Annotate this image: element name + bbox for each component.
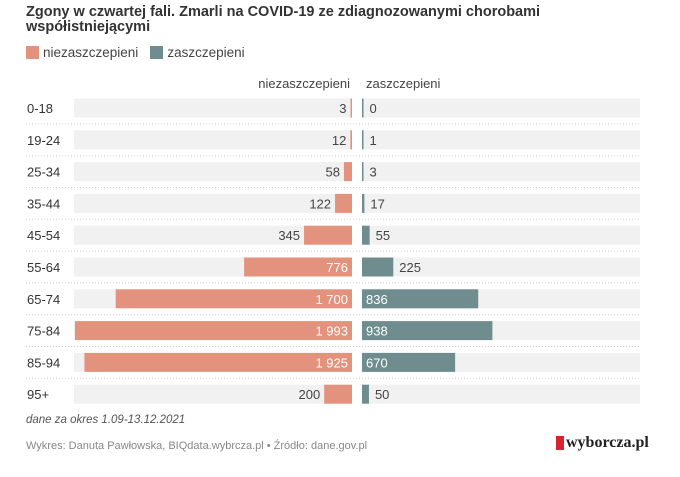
- value-label-unvaccinated: 12: [332, 133, 346, 148]
- track-right: [362, 225, 640, 245]
- value-label-unvaccinated: 58: [325, 165, 339, 180]
- bar-vaccinated: [362, 130, 364, 150]
- category-label: 65-74: [27, 292, 60, 307]
- legend: niezaszczepieni zaszczepieni: [26, 45, 257, 60]
- track-left: [74, 225, 352, 245]
- bar-unvaccinated: [244, 257, 352, 277]
- value-label-unvaccinated: 1 993: [315, 324, 348, 339]
- track-left: [74, 130, 352, 150]
- chart-title: Zgony w czwartej fali. Zmarli na COVID-1…: [26, 4, 541, 35]
- bar-unvaccinated: [324, 384, 352, 404]
- bar-vaccinated: [362, 384, 369, 404]
- bar-vaccinated: [362, 352, 456, 372]
- category-label: 25-34: [27, 165, 60, 180]
- track-right: [362, 130, 640, 150]
- value-label-unvaccinated: 1 925: [315, 355, 348, 370]
- bar-vaccinated: [362, 257, 394, 277]
- track-left: [74, 384, 352, 404]
- value-label-unvaccinated: 345: [278, 228, 300, 243]
- legend-label-vaccinated: zaszczepieni: [167, 45, 245, 60]
- value-label-unvaccinated: 776: [326, 260, 348, 275]
- value-label-vaccinated: 0: [370, 101, 377, 116]
- track-right: [362, 162, 640, 182]
- legend-item-vaccinated: zaszczepieni: [150, 45, 245, 60]
- value-label-vaccinated: 55: [376, 228, 390, 243]
- bar-vaccinated: [362, 98, 364, 118]
- legend-swatch-unvaccinated: [26, 46, 39, 59]
- legend-item-unvaccinated: niezaszczepieni: [26, 45, 138, 60]
- category-label: 55-64: [27, 260, 60, 275]
- category-label: 85-94: [27, 355, 60, 370]
- value-label-vaccinated: 836: [366, 292, 388, 307]
- column-header-unvaccinated: niezaszczepieni: [258, 76, 350, 91]
- value-label-vaccinated: 225: [399, 260, 421, 275]
- source-credit: Wykres: Danuta Pawłowska, BIQdata.wybrcz…: [26, 440, 368, 452]
- legend-label-unvaccinated: niezaszczepieni: [43, 45, 139, 60]
- track-left: [74, 162, 352, 182]
- wyborcza-logo: wyborcza.pl: [556, 434, 649, 452]
- category-label: 95+: [27, 387, 49, 402]
- track-right: [362, 257, 640, 277]
- bar-vaccinated: [362, 225, 370, 245]
- logo-text: wyborcza.pl: [566, 434, 649, 451]
- bar-unvaccinated: [350, 130, 352, 150]
- value-label-vaccinated: 938: [366, 324, 388, 339]
- bar-vaccinated: [362, 321, 493, 341]
- value-label-vaccinated: 3: [370, 165, 377, 180]
- bar-unvaccinated: [115, 289, 352, 309]
- column-header-vaccinated: zaszczepieni: [366, 76, 441, 91]
- track-right: [362, 384, 640, 404]
- category-label: 35-44: [27, 196, 60, 211]
- category-label: 75-84: [27, 324, 60, 339]
- bar-unvaccinated: [74, 321, 353, 341]
- value-label-unvaccinated: 3: [339, 101, 346, 116]
- category-label: 45-54: [27, 228, 60, 243]
- legend-swatch-vaccinated: [150, 46, 164, 59]
- bar-unvaccinated: [335, 193, 352, 213]
- logo-mark-icon: [556, 436, 564, 450]
- bar-vaccinated: [362, 193, 365, 213]
- track-right: [362, 193, 640, 213]
- category-label: 19-24: [27, 133, 60, 148]
- value-label-unvaccinated: 122: [309, 196, 331, 211]
- value-label-unvaccinated: 1 700: [315, 292, 348, 307]
- bar-unvaccinated: [304, 225, 352, 245]
- value-label-vaccinated: 50: [375, 387, 389, 402]
- data-period-note: dane za okres 1.09-13.12.2021: [26, 414, 186, 426]
- value-label-vaccinated: 670: [366, 355, 388, 370]
- track-left: [74, 193, 352, 213]
- bar-vaccinated: [362, 162, 364, 182]
- value-label-vaccinated: 17: [370, 196, 384, 211]
- track-right: [362, 98, 640, 118]
- value-label-vaccinated: 1: [370, 133, 377, 148]
- bar-unvaccinated: [350, 98, 352, 118]
- category-label: 0-18: [27, 101, 53, 116]
- bar-unvaccinated: [343, 162, 352, 182]
- value-label-unvaccinated: 200: [298, 387, 320, 402]
- bar-vaccinated: [362, 289, 479, 309]
- bar-unvaccinated: [84, 352, 353, 372]
- track-left: [74, 98, 352, 118]
